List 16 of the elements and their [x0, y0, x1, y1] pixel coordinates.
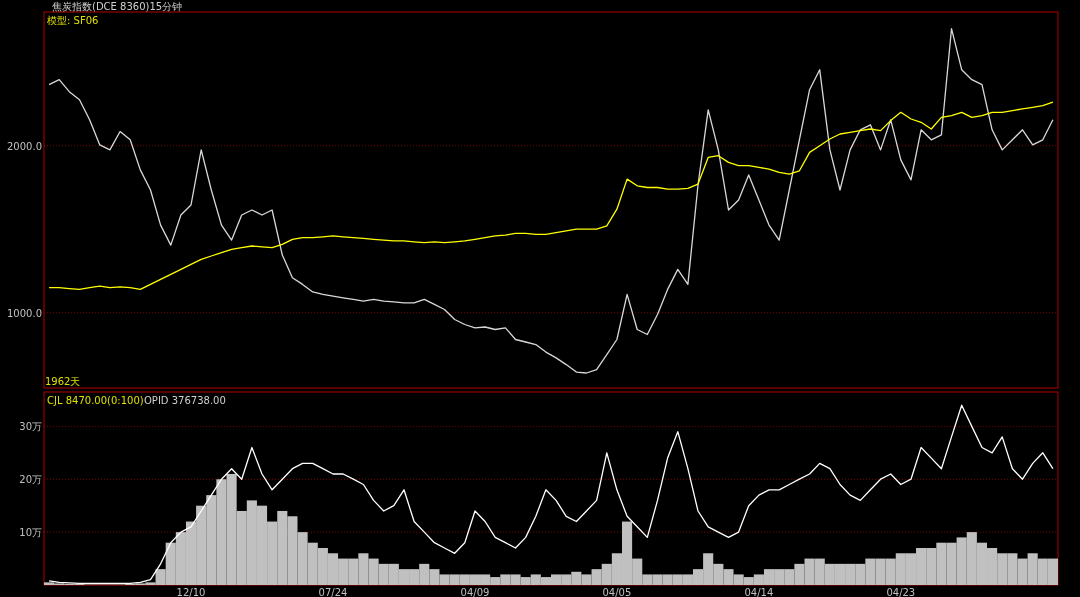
- annotation: OPID 376738.00: [144, 395, 226, 406]
- x-tick-label: 12/10: [176, 587, 206, 597]
- x-tick-label: 04/09: [460, 587, 490, 597]
- y-tick-label: 30万: [19, 421, 42, 433]
- x-tick-label: 04/05: [602, 587, 632, 597]
- x-tick-label: 07/24: [318, 587, 348, 597]
- annotation: 模型: SF06: [47, 15, 99, 26]
- y-tick-label: 10万: [19, 527, 42, 539]
- y-tick-label: 1000.0: [7, 307, 42, 319]
- y-tick-label: 2000.0: [7, 140, 42, 152]
- chart-title: 焦炭指数(DCE 8360)15分钟: [52, 1, 183, 12]
- annotation: CJL 8470.00(0:100): [47, 395, 144, 406]
- annotation: 1962天: [45, 376, 81, 387]
- y-tick-label: 20万: [19, 474, 42, 486]
- x-tick-label: 04/14: [744, 587, 774, 597]
- x-tick-label: 04/23: [886, 587, 916, 597]
